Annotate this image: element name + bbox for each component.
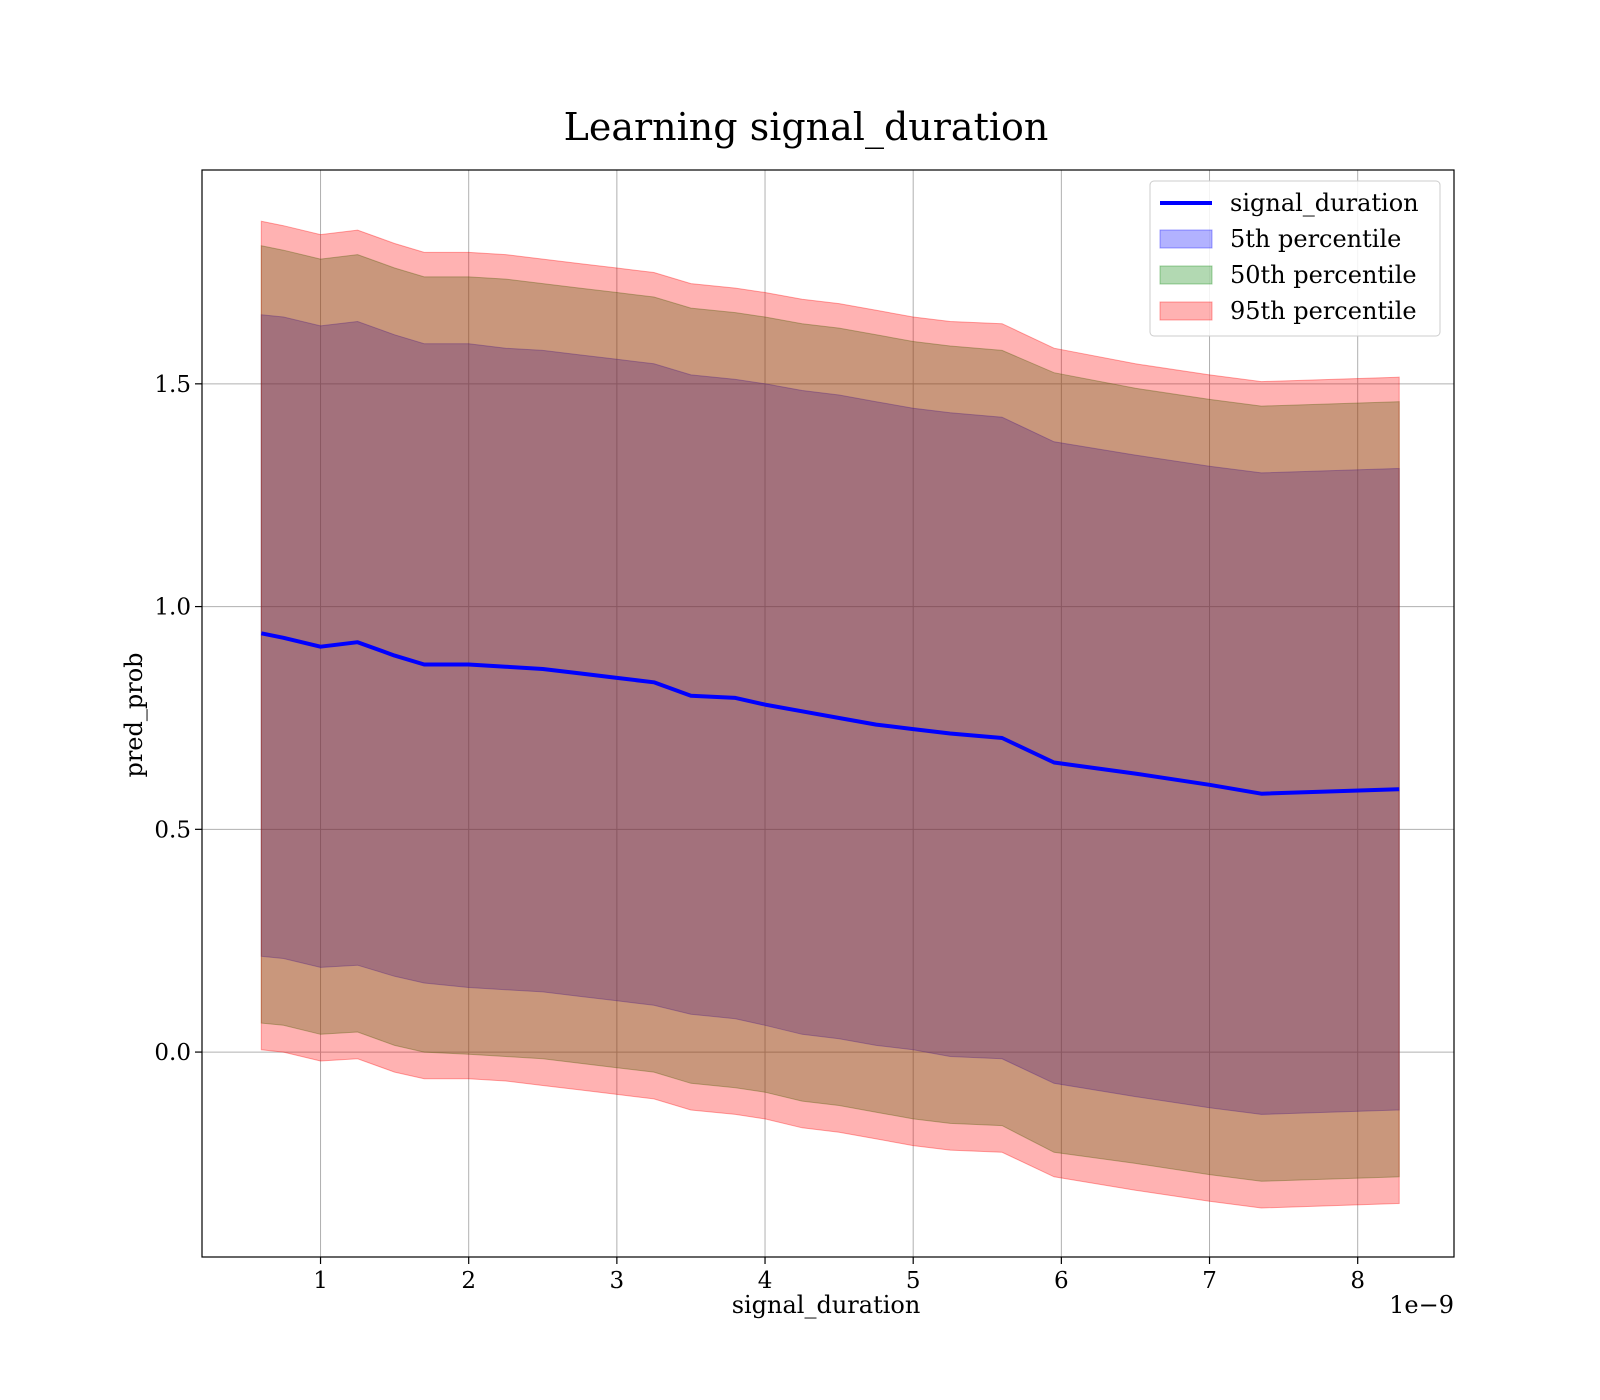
y-tick-label: 0.0 — [154, 1040, 191, 1066]
legend-band-swatch — [1159, 229, 1213, 249]
legend-label: 50th percentile — [1230, 261, 1417, 289]
y-tick-label: 0.5 — [154, 817, 191, 843]
ticks: 1 2 3 4 5 6 7 8 0.0 0.5 1.0 1.5 — [154, 372, 1365, 1294]
y-tick-label: 1.0 — [154, 595, 191, 621]
x-tick-label: 2 — [461, 1268, 476, 1294]
legend-band-swatch — [1159, 301, 1213, 321]
legend-band-swatch — [1159, 265, 1213, 285]
legend-label: signal_duration — [1230, 189, 1419, 217]
y-tick-label: 1.5 — [154, 372, 191, 398]
50th-percentile-band — [260, 245, 1400, 1182]
legend-label: 5th percentile — [1230, 225, 1401, 253]
x-tick-label: 1 — [313, 1268, 328, 1294]
x-tick-label: 6 — [1054, 1268, 1069, 1294]
x-tick-label: 4 — [758, 1268, 773, 1294]
legend: signal_duration 5th percentile 50th percen… — [1149, 180, 1441, 337]
legend-box — [1149, 180, 1441, 337]
chart-title: Learning signal_duration — [564, 105, 1049, 150]
x-tick-label: 3 — [610, 1268, 625, 1294]
x-tick-label: 5 — [906, 1268, 921, 1294]
y-axis-label: pred_prob — [120, 652, 148, 777]
axes-frame — [201, 169, 1455, 1258]
signal-duration-line — [260, 631, 1400, 796]
line-layer — [260, 631, 1400, 796]
x-axis-label: signal_duration — [732, 1291, 921, 1319]
x-tick-label: 7 — [1202, 1268, 1217, 1294]
legend-label: 95th percentile — [1230, 297, 1417, 325]
x-tick-label: 8 — [1350, 1268, 1365, 1294]
x-offset-label: 1e−9 — [1389, 1291, 1454, 1319]
grid — [202, 170, 1454, 1257]
